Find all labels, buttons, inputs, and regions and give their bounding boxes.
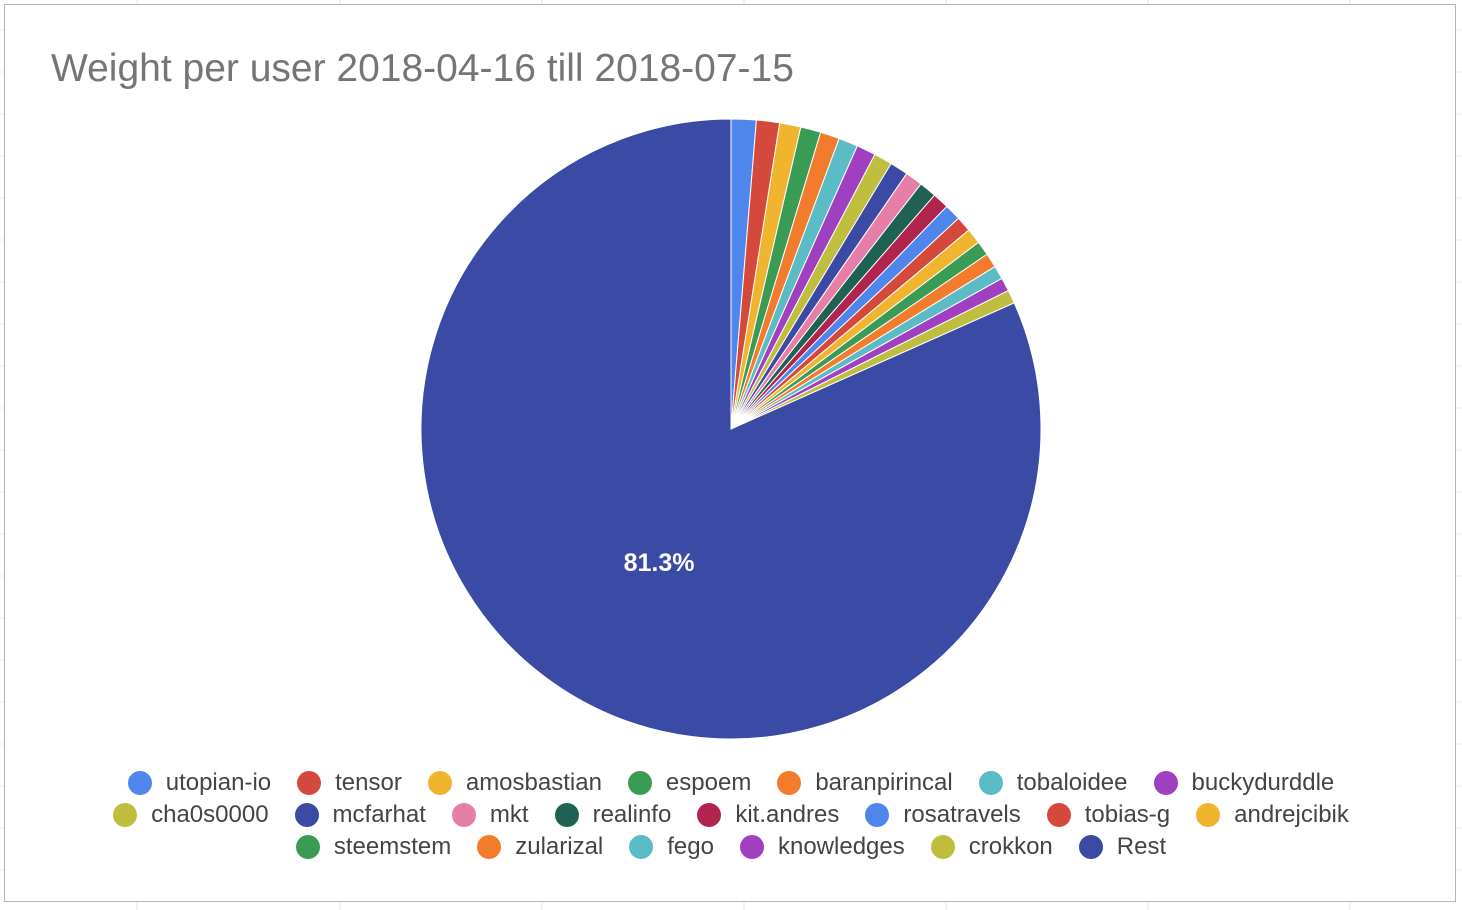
legend-swatch xyxy=(127,771,152,795)
legend-swatch xyxy=(739,835,764,859)
legend-item-buckydurddle[interactable]: buckydurddle xyxy=(1153,769,1335,797)
legend-item-espoem[interactable]: espoem xyxy=(627,769,752,797)
legend-label: cha0s0000 xyxy=(151,801,269,828)
legend-label: realinfo xyxy=(592,801,672,828)
legend-item-zularizal[interactable]: zularizal xyxy=(477,833,603,861)
legend-label: steemstem xyxy=(333,833,452,860)
legend-label: mkt xyxy=(489,801,529,828)
legend-item-mcfarhat[interactable]: mcfarhat xyxy=(294,801,426,829)
legend-swatch xyxy=(295,835,320,859)
legend-item-tobias-g[interactable]: tobias-g xyxy=(1046,801,1171,829)
legend-label: rosatravels xyxy=(903,801,1021,828)
legend-item-tensor[interactable]: tensor xyxy=(297,769,402,797)
legend-row: steemstem zularizal fego knowledges crokkon R… xyxy=(5,831,1457,863)
legend-label: tobaloidee xyxy=(1016,769,1128,796)
legend-row: cha0s0000 mcfarhat mkt realinfo kit.andres ro… xyxy=(5,799,1457,831)
legend-item-crokkon[interactable]: crokkon xyxy=(930,833,1053,861)
legend-swatch xyxy=(777,771,802,795)
legend-swatch xyxy=(1046,803,1071,827)
legend-label: knowledges xyxy=(777,833,905,860)
legend-label: amosbastian xyxy=(465,769,602,796)
legend-item-baranpirincal[interactable]: baranpirincal xyxy=(777,769,953,797)
legend-label: tensor xyxy=(335,769,402,796)
legend-swatch xyxy=(554,803,579,827)
legend-swatch xyxy=(1196,803,1221,827)
legend-item-steemstem[interactable]: steemstem xyxy=(295,833,452,861)
legend-swatch xyxy=(978,771,1003,795)
legend-item-rest[interactable]: Rest xyxy=(1078,833,1167,861)
legend-swatch xyxy=(297,771,322,795)
pie-chart[interactable]: 81.3% xyxy=(5,5,1457,765)
legend-label: buckydurddle xyxy=(1191,769,1335,796)
legend-label: baranpirincal xyxy=(815,769,953,796)
legend-label: fego xyxy=(667,833,714,860)
legend-label: utopian-io xyxy=(165,769,272,796)
legend-item-knowledges[interactable]: knowledges xyxy=(739,833,905,861)
legend-swatch xyxy=(477,835,502,859)
legend-swatch xyxy=(627,771,652,795)
chart-legend: utopian-io tensor amosbastian espoem baranpi… xyxy=(5,767,1457,863)
legend-item-andrejcibik[interactable]: andrejcibik xyxy=(1196,801,1349,829)
legend-item-realinfo[interactable]: realinfo xyxy=(554,801,672,829)
legend-item-mkt[interactable]: mkt xyxy=(451,801,529,829)
chart-frame[interactable]: Weight per user 2018-04-16 till 2018-07-… xyxy=(4,4,1456,902)
legend-label: kit.andres xyxy=(735,801,840,828)
legend-item-cha0s0000[interactable]: cha0s0000 xyxy=(113,801,269,829)
chart-title: Weight per user 2018-04-16 till 2018-07-… xyxy=(51,47,794,90)
legend-swatch xyxy=(865,803,890,827)
legend-label: mcfarhat xyxy=(332,801,426,828)
legend-swatch xyxy=(1153,771,1178,795)
pie-slice-rest[interactable] xyxy=(420,118,1042,740)
legend-swatch xyxy=(629,835,654,859)
legend-item-tobaloidee[interactable]: tobaloidee xyxy=(978,769,1128,797)
legend-swatch xyxy=(294,803,319,827)
legend-label: crokkon xyxy=(968,833,1053,860)
legend-label: andrejcibik xyxy=(1234,801,1349,828)
legend-swatch xyxy=(930,835,955,859)
legend-label: zularizal xyxy=(515,833,604,860)
legend-swatch xyxy=(427,771,452,795)
legend-swatch xyxy=(113,803,138,827)
legend-item-fego[interactable]: fego xyxy=(629,833,714,861)
legend-item-rosatravels[interactable]: rosatravels xyxy=(865,801,1021,829)
legend-item-amosbastian[interactable]: amosbastian xyxy=(427,769,602,797)
legend-swatch xyxy=(1078,835,1103,859)
legend-label: Rest xyxy=(1116,833,1167,860)
legend-row: utopian-io tensor amosbastian espoem baranpi… xyxy=(5,767,1457,799)
legend-item-kit-andres[interactable]: kit.andres xyxy=(697,801,839,829)
legend-label: tobias-g xyxy=(1084,801,1171,828)
legend-label: espoem xyxy=(665,769,752,796)
legend-item-utopian-io[interactable]: utopian-io xyxy=(127,769,272,797)
legend-swatch xyxy=(697,803,722,827)
legend-swatch xyxy=(451,803,476,827)
slice-label-rest: 81.3% xyxy=(624,549,695,577)
